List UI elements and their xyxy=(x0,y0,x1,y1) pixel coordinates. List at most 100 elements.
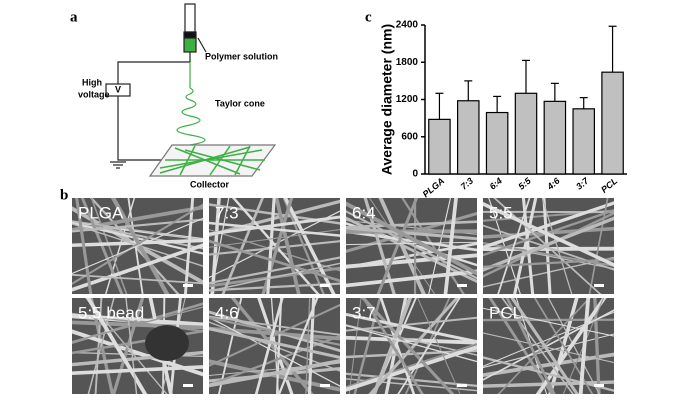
fiber xyxy=(346,220,477,229)
fiber xyxy=(513,198,538,294)
bar xyxy=(514,92,538,175)
fiber xyxy=(209,303,340,367)
fiber xyxy=(346,201,477,276)
fiber xyxy=(541,198,573,294)
fiber xyxy=(379,298,416,394)
scale-bar xyxy=(594,284,604,287)
scale-bar xyxy=(457,384,467,387)
diagram-label: Taylor cone xyxy=(215,98,265,108)
fiber xyxy=(346,230,477,252)
diagram-label: Collector xyxy=(190,179,230,189)
bead xyxy=(145,325,189,361)
fiber xyxy=(384,298,408,394)
fiber xyxy=(209,359,340,388)
fiber xyxy=(533,298,594,394)
fiber xyxy=(483,307,614,337)
fibers xyxy=(72,198,203,294)
fiber xyxy=(209,239,340,283)
fiber xyxy=(209,316,340,387)
fiber xyxy=(87,298,115,394)
sem-image: PLGA xyxy=(72,198,203,294)
fiber xyxy=(428,198,452,294)
fiber xyxy=(209,256,340,285)
bar xyxy=(572,108,595,175)
sem-label: PLGA xyxy=(78,203,124,222)
fiber xyxy=(483,332,614,364)
sem-image: 5:5 bead xyxy=(72,298,203,394)
scale-bar xyxy=(594,384,604,387)
fiber xyxy=(346,324,477,363)
fiber xyxy=(501,298,574,394)
sem-images: PLGA 7:3 6:4 5:5 5:5 bead 4:6 3:7 PCL xyxy=(72,198,614,394)
sem-label: 3:7 xyxy=(352,303,376,322)
fiber xyxy=(346,241,477,246)
fiber xyxy=(105,198,136,294)
panel-label: a xyxy=(70,9,78,25)
fiber xyxy=(110,198,170,294)
fiber xyxy=(535,298,607,394)
fibers xyxy=(72,298,203,394)
fiber xyxy=(72,243,203,292)
scale-bar xyxy=(183,384,193,387)
fiber xyxy=(75,198,93,294)
fiber xyxy=(94,298,103,394)
fiber xyxy=(346,253,477,269)
diagram-label: High xyxy=(82,77,102,87)
fiber xyxy=(72,220,203,241)
fiber xyxy=(360,298,455,394)
fiber xyxy=(510,298,579,394)
fiber xyxy=(578,298,591,394)
sem-image: 6:4 xyxy=(346,198,477,294)
sem-image: 4:6 xyxy=(209,298,340,394)
fiber xyxy=(72,218,203,233)
x-tick-label: PCL xyxy=(599,176,619,195)
y-axis-label: Average diameter (nm) xyxy=(379,24,395,175)
fiber xyxy=(72,217,203,275)
fiber xyxy=(209,240,340,256)
fiber xyxy=(72,329,203,355)
sem-label: 4:6 xyxy=(215,303,239,322)
fiber xyxy=(346,312,477,344)
fibers xyxy=(346,198,477,294)
fiber xyxy=(348,298,362,394)
bar xyxy=(543,100,567,175)
sem-label: 6:4 xyxy=(352,203,376,222)
diagram-label: V xyxy=(115,84,121,94)
sem-label: PCL xyxy=(489,303,522,322)
fiber xyxy=(346,269,477,288)
fibers xyxy=(483,298,614,394)
sem-image: 7:3 xyxy=(209,198,340,294)
fiber xyxy=(261,198,294,294)
fiber xyxy=(80,198,124,294)
scale-bar xyxy=(183,284,193,287)
scale-bar xyxy=(320,384,330,387)
diagram-label: Polymer solution xyxy=(205,51,278,61)
x-tick-label: 7:3 xyxy=(459,176,475,192)
fiber xyxy=(493,198,602,294)
fiber xyxy=(363,198,396,294)
fiber xyxy=(397,298,461,394)
y-tick-label: 0 xyxy=(412,169,418,180)
fiber xyxy=(483,258,614,268)
fiber xyxy=(346,345,477,392)
fibers xyxy=(346,298,477,394)
diagram-label: voltage xyxy=(78,89,110,99)
fiber xyxy=(483,216,614,272)
fiber xyxy=(72,365,203,376)
sem-image: PCL xyxy=(483,298,614,394)
y-tick-label: 600 xyxy=(401,131,418,142)
scale-bar xyxy=(320,284,330,287)
x-tick-label: 5:5 xyxy=(516,175,533,192)
fibers xyxy=(483,198,614,294)
fiber xyxy=(505,298,556,394)
fiber xyxy=(588,198,609,294)
fiber xyxy=(277,298,319,394)
bar xyxy=(428,118,451,175)
fiber xyxy=(274,198,301,294)
x-tick-label: PLGA xyxy=(421,176,447,200)
y-tick-label: 1800 xyxy=(396,57,419,68)
fiber xyxy=(483,311,614,367)
x-tick-label: 3:7 xyxy=(574,175,591,192)
y-tick-label: 2400 xyxy=(396,20,419,31)
